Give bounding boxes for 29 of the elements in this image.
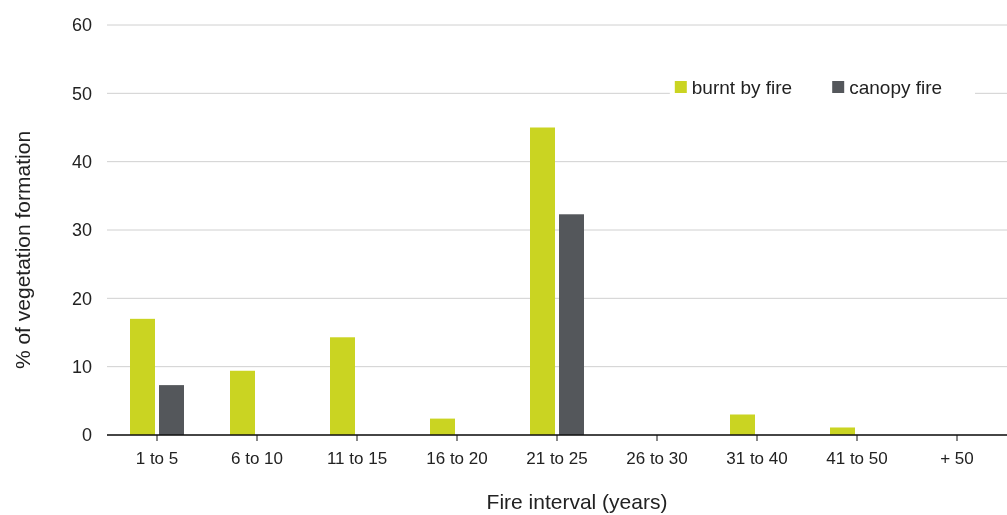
y-tick-label: 0	[81, 425, 92, 446]
bar	[530, 127, 555, 435]
x-tick-label: 16 to 20	[426, 449, 488, 468]
bar	[730, 414, 755, 435]
bar	[159, 385, 184, 435]
y-tick-label: 10	[71, 356, 92, 377]
x-axis-title: Fire interval (years)	[486, 490, 668, 513]
x-tick-label: 41 to 50	[826, 449, 888, 468]
x-tick-label: 26 to 30	[626, 449, 688, 468]
bar	[830, 427, 855, 435]
y-tick-label: 20	[71, 288, 92, 309]
legend-label: burnt by fire	[691, 76, 793, 98]
legend-label: canopy fire	[849, 76, 943, 98]
y-tick-label: 30	[71, 220, 92, 241]
x-tick-label: 1 to 5	[135, 449, 179, 468]
x-tick-label: 11 to 15	[326, 449, 388, 468]
y-tick-label: 50	[71, 83, 92, 104]
x-tick-label: + 50	[940, 449, 974, 468]
bar	[230, 370, 255, 435]
x-tick-label: 6 to 10	[231, 449, 283, 468]
x-tick-label: 21 to 25	[526, 449, 588, 468]
x-tick-label: 31 to 40	[726, 449, 788, 468]
bar	[130, 318, 155, 435]
bar	[559, 214, 584, 435]
bar	[430, 418, 455, 435]
y-tick-label: 60	[71, 15, 92, 36]
y-tick-label: 40	[71, 151, 92, 172]
bar	[330, 337, 355, 435]
y-axis-title: % of vegetation formation	[11, 130, 34, 370]
